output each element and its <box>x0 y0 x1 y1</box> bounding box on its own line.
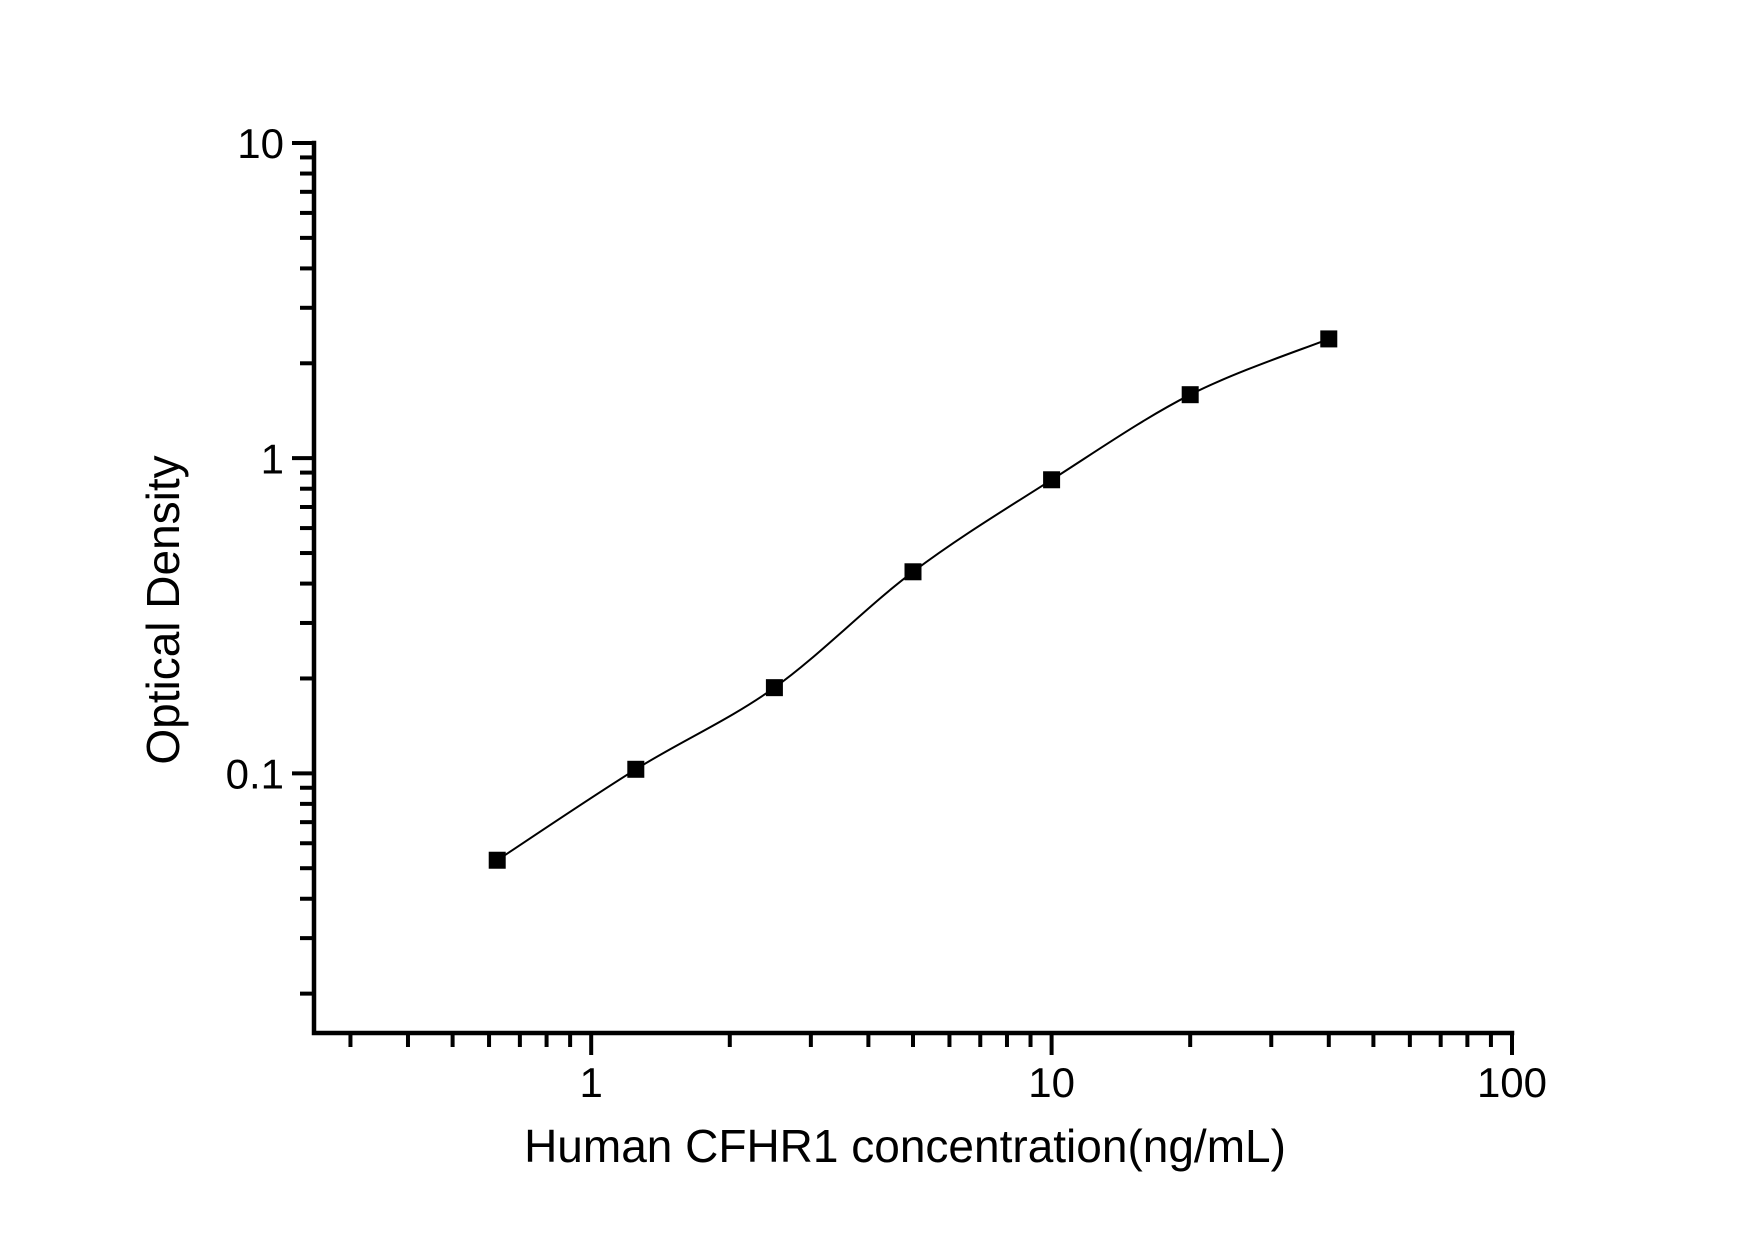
x-tick-label: 1 <box>580 1059 603 1106</box>
y-tick-label: 0.1 <box>226 750 284 797</box>
x-axis-title: Human CFHR1 concentration(ng/mL) <box>524 1120 1286 1172</box>
data-point-marker <box>488 851 506 869</box>
x-tick-label: 10 <box>1028 1059 1075 1106</box>
data-point-marker <box>765 679 783 697</box>
y-tick-label: 10 <box>237 120 284 167</box>
y-axis-title: Optical Density <box>137 455 189 765</box>
data-point-marker <box>627 760 645 778</box>
x-tick-label: 100 <box>1477 1059 1547 1106</box>
data-point-marker <box>904 563 922 581</box>
data-point-marker <box>1043 471 1061 489</box>
y-tick-label: 1 <box>261 435 284 482</box>
data-point-marker <box>1320 330 1338 348</box>
axis-lines <box>311 140 1515 1036</box>
curve-path <box>496 337 1330 862</box>
data-point-marker <box>1181 386 1199 404</box>
